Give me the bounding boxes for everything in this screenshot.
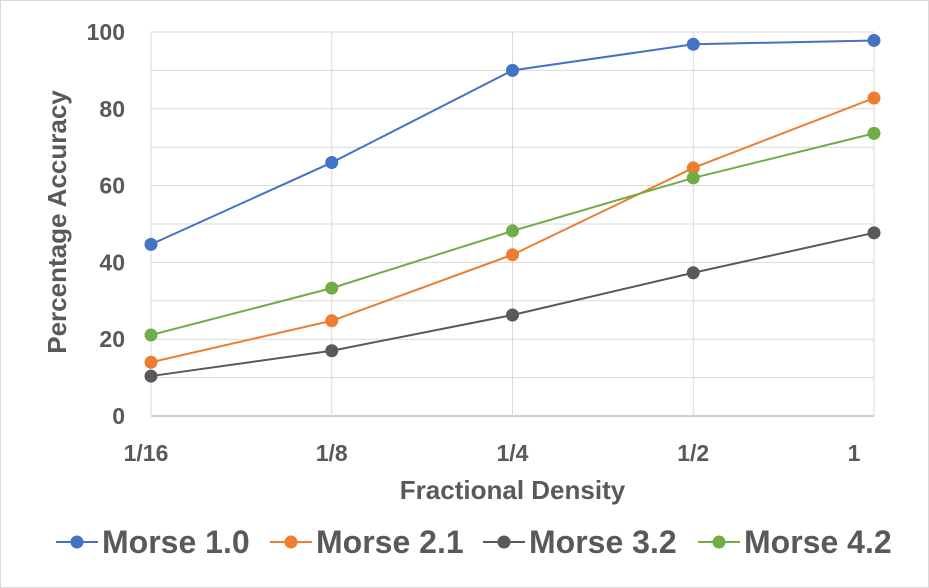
data-point — [144, 369, 158, 383]
data-point — [144, 237, 158, 251]
gridlines — [150, 31, 875, 417]
legend-marker — [712, 535, 726, 549]
legend-marker — [497, 535, 511, 549]
data-point — [506, 248, 519, 262]
data-point — [325, 156, 339, 170]
data-point — [144, 328, 158, 342]
legend-label: Morse 3.2 — [529, 524, 677, 560]
series-morse-4-2 — [144, 126, 881, 342]
data-point — [325, 281, 339, 295]
data-point — [867, 33, 881, 47]
series-morse-3-2 — [144, 226, 881, 383]
legend-label: Morse 1.0 — [102, 524, 250, 560]
y-axis-title: Percentage Accuracy — [42, 90, 72, 354]
data-point — [867, 226, 881, 240]
legend-label: Morse 2.1 — [316, 524, 464, 560]
y-tick-label: 40 — [99, 249, 125, 275]
x-axis-ticks: 1/16 1/8 1/4 1/2 1 — [124, 440, 861, 466]
data-point — [686, 171, 700, 185]
data-point — [867, 126, 881, 140]
data-point — [686, 266, 700, 280]
data-point — [506, 224, 519, 238]
data-point — [506, 308, 519, 322]
data-point — [506, 63, 519, 77]
legend-marker — [284, 535, 298, 549]
y-tick-label: 0 — [112, 403, 125, 429]
series-lines — [144, 33, 881, 383]
data-point — [867, 91, 881, 105]
y-axis-ticks: 0 20 40 60 80 100 — [87, 19, 125, 429]
legend-item: Morse 2.1 — [270, 524, 464, 560]
legend-label: Morse 4.2 — [744, 524, 892, 560]
x-tick-label: 1/8 — [316, 440, 348, 466]
series-morse-1-0 — [144, 33, 881, 251]
data-point — [144, 355, 158, 369]
data-point — [686, 37, 700, 51]
legend-item: Morse 4.2 — [698, 524, 892, 560]
y-tick-label: 80 — [99, 96, 125, 122]
data-point — [325, 314, 339, 328]
legend-item: Morse 3.2 — [483, 524, 677, 560]
x-tick-label: 1/4 — [497, 440, 529, 466]
x-tick-label: 1/16 — [124, 440, 169, 466]
legend-item: Morse 1.0 — [56, 524, 250, 560]
y-tick-label: 60 — [99, 173, 125, 199]
y-tick-label: 100 — [87, 19, 125, 45]
series-morse-2-1 — [144, 91, 881, 369]
x-axis-title: Fractional Density — [400, 475, 626, 505]
legend-marker — [70, 535, 84, 549]
x-tick-label: 1 — [848, 440, 861, 466]
data-point — [325, 344, 339, 358]
y-tick-label: 20 — [99, 326, 125, 352]
data-point — [686, 161, 700, 175]
x-tick-label: 1/2 — [677, 440, 709, 466]
legend: Morse 1.0 Morse 2.1 Morse 3.2 Morse 4.2 — [56, 524, 892, 560]
